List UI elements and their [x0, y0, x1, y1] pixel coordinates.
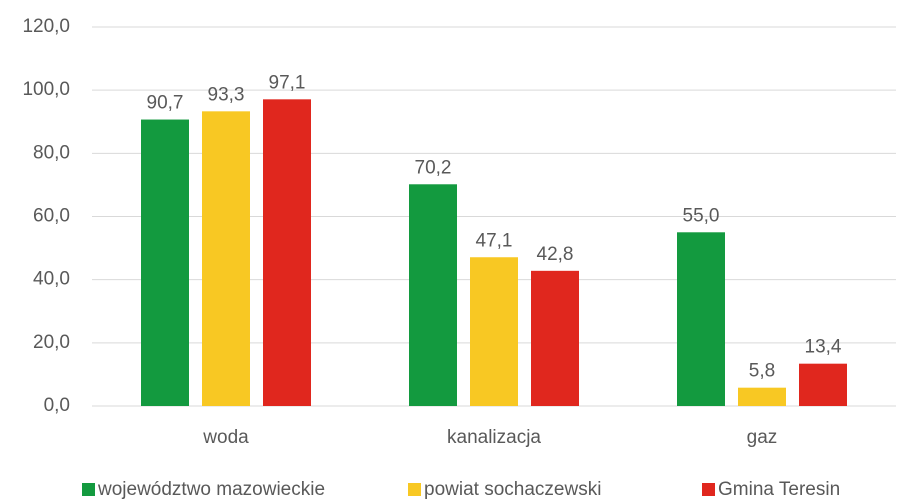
bar: [531, 270, 579, 406]
y-tick-label: 40,0: [33, 269, 70, 290]
y-tick-label: 20,0: [33, 332, 70, 353]
y-tick-label: 120,0: [22, 16, 70, 37]
value-label: 97,1: [269, 72, 306, 93]
bar: [799, 363, 847, 406]
legend-label: Gmina Teresin: [718, 479, 840, 500]
legend-label: powiat sochaczewski: [424, 479, 601, 500]
value-label: 55,0: [683, 205, 720, 226]
value-label: 42,8: [537, 244, 574, 265]
value-label: 47,1: [476, 230, 513, 251]
x-tick-label: gaz: [747, 427, 778, 448]
bar: [263, 99, 311, 406]
legend-swatch: [702, 483, 715, 496]
bar: [141, 119, 189, 406]
x-tick-label: kanalizacja: [447, 427, 541, 448]
bar: [409, 184, 457, 406]
bar: [677, 232, 725, 406]
value-label: 93,3: [208, 84, 245, 105]
y-tick-label: 100,0: [22, 79, 70, 100]
legend-swatch: [408, 483, 421, 496]
legend-label: województwo mazowieckie: [97, 479, 325, 500]
bar: [738, 387, 786, 406]
y-tick-label: 60,0: [33, 206, 70, 227]
x-tick-label: woda: [202, 427, 249, 448]
y-tick-label: 80,0: [33, 142, 70, 163]
value-label: 90,7: [147, 93, 184, 114]
bar: [470, 257, 518, 406]
value-label: 5,8: [749, 361, 775, 382]
y-tick-label: 0,0: [44, 395, 70, 416]
value-label: 70,2: [415, 157, 452, 178]
value-label: 13,4: [805, 337, 842, 358]
legend-swatch: [82, 483, 95, 496]
bar: [202, 111, 250, 406]
